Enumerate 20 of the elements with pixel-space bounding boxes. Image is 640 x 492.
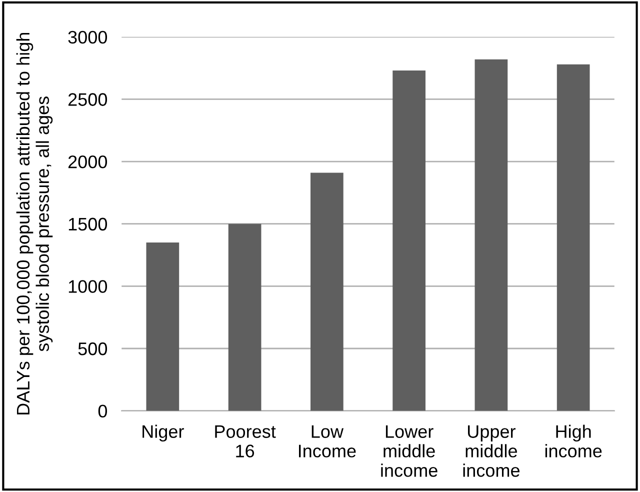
y-tick-label: 2000 — [68, 155, 108, 168]
y-axis-title: DALYs per 100,000 population attributed to high systolic blood pressure, all ages — [16, 32, 53, 414]
y-tick-label: 500 — [78, 342, 108, 356]
x-tick-label: High income — [545, 424, 602, 458]
y-tick-label: 1000 — [68, 280, 108, 293]
bar — [392, 70, 426, 411]
x-tick-label: Upper middle income — [463, 425, 520, 477]
x-tick-label: Poorest 16 — [215, 425, 276, 458]
bar — [556, 64, 590, 411]
y-tick-label: 1500 — [68, 218, 108, 231]
y-tick-label: 0 — [98, 404, 108, 418]
bar — [474, 59, 508, 411]
bar — [310, 172, 344, 411]
x-tick-label: Niger — [142, 424, 184, 442]
bar — [146, 242, 180, 411]
y-tick-label: 3000 — [68, 30, 108, 44]
bar — [228, 224, 262, 411]
x-tick-label: Lower middle income — [381, 425, 438, 477]
y-tick-label: 2500 — [68, 93, 108, 106]
x-tick-label: Low Income — [299, 425, 356, 458]
